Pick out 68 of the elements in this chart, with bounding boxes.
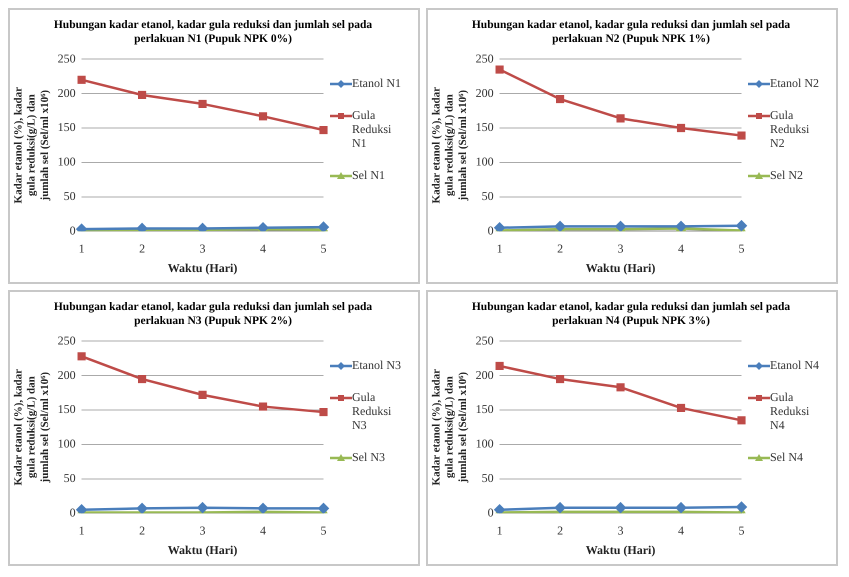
y-tick-label: 250: [476, 333, 494, 348]
y-tick-label: 50: [64, 188, 76, 203]
x-tick-label: 5: [738, 242, 744, 256]
x-tick-label: 3: [618, 242, 624, 256]
y-tick-label: 0: [488, 505, 494, 520]
y-tick-label: 50: [64, 470, 76, 485]
legend-label: Sel N3: [352, 450, 386, 464]
x-tick-label: 5: [738, 524, 744, 538]
legend-label: Gula Reduksi N2: [770, 108, 810, 150]
x-tick-label: 2: [557, 242, 564, 256]
x-tick-label: 3: [618, 524, 624, 538]
legend-label: Sel N2: [770, 168, 804, 182]
y-tick-label: 150: [476, 402, 494, 416]
x-tick-label: 2: [139, 242, 146, 256]
y-tick-label: 0: [488, 223, 494, 238]
y-tick-label: 200: [476, 368, 494, 382]
y-tick-label: 200: [58, 368, 76, 382]
x-tick-label: 2: [139, 524, 146, 538]
x-tick-label: 4: [260, 524, 266, 538]
legend-label: Etanol N4: [770, 358, 820, 372]
x-axis-title: Waktu (Hari): [168, 542, 238, 557]
x-tick-label: 4: [678, 242, 684, 256]
chart-title: Hubungan kadar etanol, kadar gula reduksi dan jumlah sel pada perlakuan N4 (Pupuk NPK 3%): [470, 300, 792, 328]
y-tick-label: 50: [482, 188, 494, 203]
y-axis-title: Kadar etanol (%), kadar gula reduksi(g/L) dan jumlah sel (Sel/ml x10⁶): [430, 86, 469, 204]
x-tick-label: 5: [320, 524, 326, 538]
y-axis-title: Kadar etanol (%), kadar gula reduksi(g/L) dan jumlah sel (Sel/ml x10⁶): [12, 368, 51, 486]
y-tick-label: 250: [476, 51, 494, 66]
y-tick-label: 50: [482, 470, 494, 485]
y-tick-label: 150: [58, 120, 76, 134]
x-tick-label: 1: [78, 524, 85, 538]
legend-label: Sel N1: [352, 168, 386, 182]
x-tick-label: 5: [320, 242, 326, 256]
x-tick-label: 3: [200, 242, 206, 256]
x-tick-label: 2: [557, 524, 564, 538]
x-tick-label: 4: [260, 242, 266, 256]
y-tick-label: 250: [58, 333, 76, 348]
y-tick-label: 100: [476, 436, 494, 451]
legend-label: Gula Reduksi N1: [352, 108, 392, 150]
x-axis-title: Waktu (Hari): [586, 260, 656, 275]
legend-label: Gula Reduksi N4: [770, 390, 810, 432]
y-tick-label: 0: [70, 223, 76, 238]
y-tick-label: 150: [476, 120, 494, 134]
x-tick-label: 4: [678, 524, 684, 538]
x-tick-label: 1: [496, 242, 503, 256]
chart-title: Hubungan kadar etanol, kadar gula reduksi dan jumlah sel pada perlakuan N2 (Pupuk NPK 1%): [470, 18, 792, 46]
chart-title: Hubungan kadar etanol, kadar gula reduksi dan jumlah sel pada perlakuan N3 (Pupuk NPK 2%): [52, 300, 374, 328]
legend-label: Sel N4: [770, 450, 804, 464]
y-axis-title: Kadar etanol (%), kadar gula reduksi(g/L) dan jumlah sel (Sel/ml x10⁶): [430, 368, 469, 486]
y-tick-label: 200: [476, 86, 494, 100]
y-tick-label: 0: [70, 505, 76, 520]
legend-label: Etanol N1: [352, 76, 402, 90]
y-tick-label: 100: [476, 154, 494, 169]
y-axis-title: Kadar etanol (%), kadar gula reduksi(g/L) dan jumlah sel (Sel/ml x10⁶): [12, 86, 51, 204]
x-axis-title: Waktu (Hari): [168, 260, 238, 275]
y-tick-label: 150: [58, 402, 76, 416]
legend-label: Etanol N2: [770, 76, 820, 90]
x-tick-label: 1: [78, 242, 85, 256]
y-tick-label: 200: [58, 86, 76, 100]
legend-label: Etanol N3: [352, 358, 402, 372]
y-tick-label: 100: [58, 154, 76, 169]
y-tick-label: 100: [58, 436, 76, 451]
x-axis-title: Waktu (Hari): [586, 542, 656, 557]
legend-label: Gula Reduksi N3: [352, 390, 392, 432]
x-tick-label: 1: [496, 524, 503, 538]
y-tick-label: 250: [58, 51, 76, 66]
x-tick-label: 3: [200, 524, 206, 538]
chart-title: Hubungan kadar etanol, kadar gula reduksi dan jumlah sel pada perlakuan N1 (Pupuk NPK 0%): [52, 18, 374, 46]
